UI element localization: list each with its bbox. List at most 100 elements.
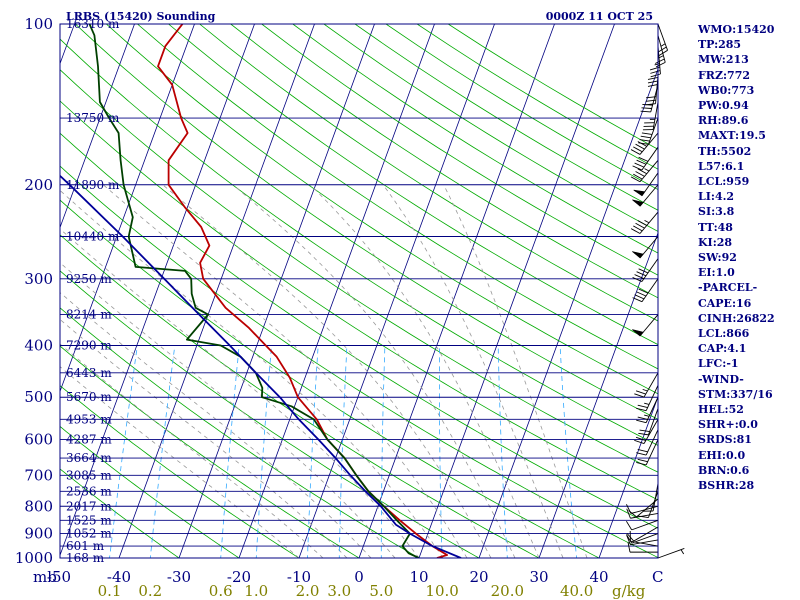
wind-barb xyxy=(627,542,658,553)
pressure-tick-label: 300 xyxy=(24,270,53,288)
moist-adiabat-line xyxy=(443,184,588,558)
index-item: -WIND- xyxy=(698,372,744,386)
index-item: SRDS:81 xyxy=(698,433,752,447)
wind-barb xyxy=(632,258,659,282)
height-label: 11890 m xyxy=(66,178,120,192)
mixing-ratio-line xyxy=(338,345,348,558)
isotherm-line xyxy=(478,67,658,558)
dry-adiabat-line xyxy=(60,165,658,558)
height-label: 5670 m xyxy=(66,390,112,404)
height-label: 10440 m xyxy=(66,229,120,243)
wind-barb xyxy=(626,526,659,542)
index-item: TH:5502 xyxy=(698,144,752,158)
mixing-ratio-tick-label: 10.0 xyxy=(425,582,458,600)
mixing-ratio-tick-label: 0.6 xyxy=(209,582,233,600)
mixing-ratio-line xyxy=(220,345,240,558)
profile-line-0 xyxy=(157,24,449,558)
height-label: 168 m xyxy=(66,551,105,565)
mixing-ratio-tick-label: 20.0 xyxy=(491,582,524,600)
mixing-ratio-tick-label: 1.0 xyxy=(244,582,268,600)
isotherm-line xyxy=(238,24,435,558)
sounding-profiles xyxy=(60,24,462,558)
height-label: 2017 m xyxy=(66,499,112,513)
wind-barb xyxy=(632,278,659,303)
wind-barb xyxy=(630,160,659,183)
temperature-tick-label: 10 xyxy=(409,568,428,586)
height-label: 4287 m xyxy=(66,433,112,447)
wind-barb xyxy=(634,419,659,445)
mixing-ratio-unit-label: g/kg xyxy=(612,582,646,600)
index-item: RH:89.6 xyxy=(698,114,749,128)
index-item: LCL:866 xyxy=(698,327,750,341)
dry-adiabat-line xyxy=(60,425,240,558)
index-item: LFC:-1 xyxy=(698,357,739,371)
isotherm-line xyxy=(418,24,615,558)
pressure-unit-label: mb xyxy=(33,568,57,586)
dry-adiabat-line xyxy=(60,38,658,446)
stability-indices-panel: WMO:15420 TP:285 MW:213 FRZ:772 WB0:773 PW:0.… xyxy=(698,22,798,493)
isotherm-line xyxy=(358,24,555,558)
isotherm-line xyxy=(298,24,495,558)
mixing-ratio-line xyxy=(109,345,138,558)
pressure-tick-label: 400 xyxy=(24,337,53,355)
pressure-tick-label: 800 xyxy=(24,497,53,515)
dry-adiabat-line xyxy=(60,385,300,558)
temperature-tick-label: -40 xyxy=(107,568,131,586)
dry-adiabat-line xyxy=(106,24,658,395)
profile-line-2 xyxy=(60,174,462,558)
index-item: CAP:4.1 xyxy=(698,342,747,356)
dry-adiabat-line xyxy=(75,24,658,420)
index-item: SHR+:0.0 xyxy=(698,418,758,432)
mixing-ratio-tick-label: 2.0 xyxy=(296,582,320,600)
index-item: CINH:26822 xyxy=(698,311,775,325)
temperature-tick-label: -20 xyxy=(227,568,251,586)
isotherm-line xyxy=(178,24,375,558)
temperature-tick-label: 40 xyxy=(589,568,608,586)
mixing-ratio-line xyxy=(439,345,443,558)
index-item: KI:28 xyxy=(698,235,733,249)
wind-barb xyxy=(638,491,659,519)
wind-barb xyxy=(642,483,659,512)
index-item: -PARCEL- xyxy=(698,281,758,295)
wind-barb xyxy=(630,132,659,155)
height-label: 9250 m xyxy=(66,272,112,286)
wind-barb xyxy=(638,408,659,436)
index-item: BRN:0.6 xyxy=(698,463,750,477)
dry-adiabat-line xyxy=(60,69,658,473)
temperature-tick-label: 0 xyxy=(354,568,364,586)
height-label: 3085 m xyxy=(66,468,112,482)
index-item: SI:3.8 xyxy=(698,205,735,219)
temperature-tick-label: -10 xyxy=(287,568,311,586)
height-label: 2536 m xyxy=(66,484,112,498)
mixing-ratio-tick-label: 0.2 xyxy=(138,582,162,600)
moist-adiabat-line xyxy=(60,318,348,558)
mixing-ratio-tick-label: 40.0 xyxy=(560,582,593,600)
height-label: 6443 m xyxy=(66,366,112,380)
dry-adiabat-line xyxy=(60,345,360,558)
dry-adiabat-line xyxy=(230,24,658,299)
moist-adiabat-line xyxy=(60,366,300,558)
dry-adiabat-line xyxy=(60,132,658,529)
height-label: 8214 m xyxy=(66,308,112,322)
chart-time: 0000Z 11 OCT 25 xyxy=(546,10,653,23)
wind-barb xyxy=(633,172,659,197)
moist-adiabat-line xyxy=(382,184,564,558)
wind-barb xyxy=(640,84,659,113)
pressure-tick-label: 200 xyxy=(24,176,53,194)
temperature-tick-label: -30 xyxy=(167,568,191,586)
index-item: MW:213 xyxy=(698,53,749,67)
height-label: 13750 m xyxy=(66,111,120,125)
background-grid xyxy=(60,24,658,558)
isotherm-line xyxy=(118,24,315,558)
height-label: 1525 m xyxy=(66,513,112,527)
wind-barb xyxy=(642,101,659,131)
index-item: EHI:0.0 xyxy=(698,448,746,462)
mixing-ratio-line xyxy=(307,345,319,558)
isotherm-line xyxy=(538,231,658,558)
wind-barb xyxy=(632,236,659,259)
mixing-ratio-line xyxy=(380,345,386,558)
height-label: 601 m xyxy=(66,539,105,553)
axis-labels: 16310 m 13750 m 11890 m 10440 m 9250 m 8214 m… xyxy=(15,15,664,600)
wind-barb xyxy=(632,146,659,171)
index-item: LI:4.2 xyxy=(698,190,735,204)
